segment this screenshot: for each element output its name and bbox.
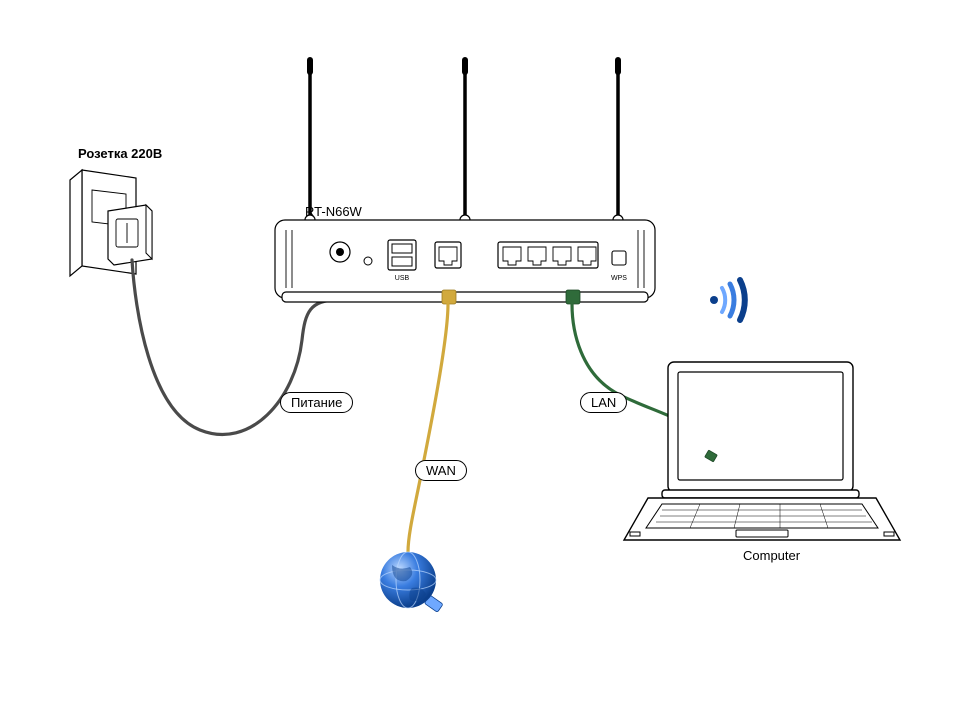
wps-button [612,251,626,265]
globe-icon [380,552,436,608]
lan-cable-pill: LAN [580,392,627,413]
diagram-canvas: USB WPS [0,0,960,720]
wan-port [435,242,461,268]
outlet-label: Розетка 220В [78,146,162,161]
laptop [624,362,900,540]
power-jack [330,242,350,262]
usb-ports [388,240,416,270]
router-antennas [305,60,623,225]
usb-port-label: USB [395,275,410,282]
power-adapter [108,205,152,265]
router: USB WPS [275,60,655,302]
wan-cable-pill: WAN [415,460,467,481]
power-cable-pill: Питание [280,392,353,413]
router-model-label: RT-N66W [305,204,362,219]
lan-connector [566,290,580,304]
wps-port-label: WPS [611,275,627,282]
wan-cable [408,304,448,552]
reset-button [364,257,372,265]
wan-connector [442,290,456,304]
diagram-svg: USB WPS [0,0,960,720]
wall-outlet [70,170,152,276]
lan-ports [498,242,598,268]
wifi-icon [710,280,745,320]
computer-label: Computer [743,548,800,563]
